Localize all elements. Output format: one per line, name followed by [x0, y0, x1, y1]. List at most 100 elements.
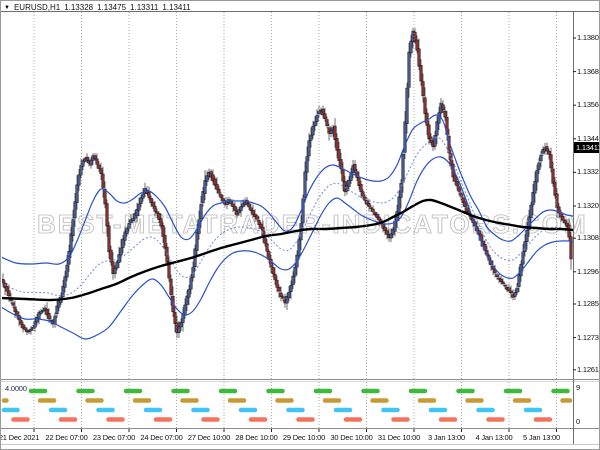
bear-candle: [7, 290, 11, 297]
bear-candle: [251, 210, 255, 215]
bull-candle: [39, 311, 43, 314]
bull-candle: [437, 112, 441, 124]
bull-candle: [123, 231, 127, 241]
band-middle-dotted-line: [2, 137, 570, 297]
bull-candle: [539, 154, 543, 162]
bull-candle: [189, 277, 193, 290]
bear-candle: [453, 175, 457, 182]
bull-candle: [191, 267, 195, 278]
bull-candle: [119, 247, 123, 256]
bull-candle: [55, 305, 59, 315]
bull-candle: [65, 264, 69, 278]
bear-candle: [85, 156, 89, 162]
ohlc-low: 1.13311: [130, 3, 159, 12]
bear-candle: [561, 216, 565, 221]
bull-candle: [237, 209, 241, 214]
bear-candle: [549, 154, 553, 169]
bull-candle: [177, 326, 181, 333]
bear-candle: [365, 200, 369, 205]
bull-candle: [535, 170, 539, 183]
bear-candle: [255, 215, 259, 220]
time-axis-label: 28 Dec 10:00: [235, 433, 278, 442]
bull-candle: [309, 134, 313, 141]
bear-candle: [493, 269, 497, 274]
bear-candle: [325, 119, 329, 127]
bull-candle: [307, 140, 311, 157]
bear-candle: [355, 171, 359, 178]
bear-candle: [277, 287, 281, 292]
bull-candle: [57, 300, 61, 308]
time-axis-label: 22 Dec 07:00: [45, 433, 88, 442]
slow-ma-line: [2, 198, 573, 302]
bull-candle: [525, 230, 529, 242]
bull-candle: [537, 162, 541, 170]
bear-candle: [11, 302, 15, 306]
bull-candle: [139, 197, 143, 204]
bear-candle: [419, 65, 423, 82]
bear-candle: [259, 223, 263, 229]
bear-candle: [23, 327, 27, 330]
price-axis-label: 1.13440: [577, 133, 599, 143]
bear-candle: [463, 201, 467, 207]
bear-candle: [501, 281, 505, 285]
ohlc-close: 1.13411: [162, 3, 191, 12]
bear-candle: [551, 168, 555, 184]
band-upper-line: [2, 114, 573, 265]
time-axis-label: 23 Dec 07:00: [92, 433, 136, 442]
price-axis-label: 1.12850: [577, 299, 599, 308]
bull-candle: [63, 276, 67, 288]
bear-candle: [553, 181, 557, 196]
sub-indicator-scale-top: 9: [576, 383, 580, 392]
bull-candle: [315, 115, 319, 122]
bull-candle: [29, 328, 33, 331]
bear-candle: [547, 151, 551, 155]
price-axis-label: 1.13320: [577, 167, 599, 177]
price-axis-label: 1.13680: [577, 66, 599, 76]
bull-candle: [397, 196, 401, 213]
price-axis-label: 1.13085: [577, 233, 599, 243]
bear-candle: [159, 218, 163, 227]
bear-candle: [209, 171, 213, 178]
bull-candle: [349, 173, 353, 181]
bear-candle: [555, 193, 559, 209]
bear-candle: [279, 292, 283, 297]
bear-candle: [353, 164, 357, 172]
bull-candle: [399, 183, 403, 198]
bear-candle: [149, 197, 153, 204]
bear-candle: [563, 220, 567, 224]
symbol-dropdown-icon[interactable]: ▼: [4, 4, 10, 11]
bull-candle: [203, 180, 207, 194]
bear-candle: [367, 202, 371, 207]
bear-candle: [231, 203, 235, 207]
bear-candle: [27, 330, 31, 333]
bear-candle: [373, 212, 377, 216]
bear-candle: [165, 246, 169, 263]
bear-candle: [545, 146, 549, 151]
bear-candle: [385, 230, 389, 235]
bear-candle: [359, 183, 363, 193]
bear-candle: [257, 220, 261, 225]
bull-candle: [79, 165, 83, 176]
time-axis-label: 29 Dec 10:00: [282, 433, 326, 442]
bull-candle: [201, 191, 205, 204]
bull-candle: [129, 219, 133, 223]
bear-candle: [97, 164, 101, 169]
bear-candle: [495, 274, 499, 277]
bear-candle: [15, 311, 19, 315]
bear-candle: [161, 225, 165, 237]
bull-candle: [131, 218, 135, 221]
bull-candle: [195, 231, 199, 251]
bear-candle: [323, 113, 327, 120]
bull-candle: [77, 174, 81, 186]
bear-candle: [369, 207, 373, 209]
bear-candle: [421, 81, 425, 97]
price-axis-label: 1.13560: [577, 100, 599, 110]
bull-candle: [291, 275, 295, 286]
bear-candle: [569, 236, 573, 260]
band-lower-line: [2, 156, 573, 340]
bear-candle: [497, 277, 501, 280]
bull-candle: [225, 201, 229, 205]
bull-candle: [179, 321, 183, 328]
